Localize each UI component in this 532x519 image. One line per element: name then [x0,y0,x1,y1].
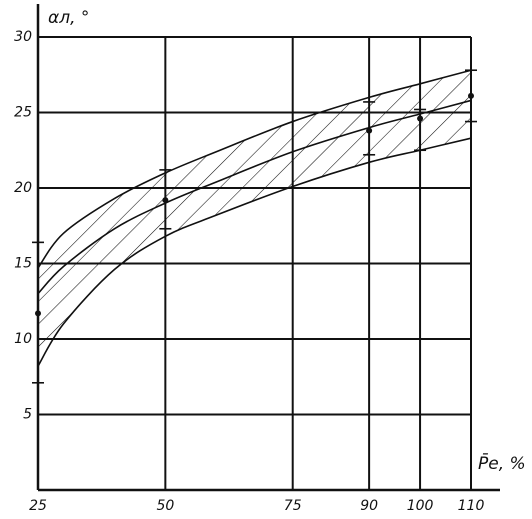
x-tick-label: 100 [407,498,434,514]
data-point [35,310,41,317]
x-tick-label: 90 [360,498,378,514]
data-point [162,197,169,204]
y-axis-label: αл, ° [48,8,89,28]
data-point [366,127,373,134]
y-tick-label: 5 [23,407,32,423]
x-axis-label: P̄e, % [478,452,526,474]
x-tick-label: 25 [29,498,47,514]
curve [37,99,472,295]
y-tick-label: 10 [14,331,32,347]
curve [37,69,472,269]
data-point [468,92,474,99]
y-tick-label: 30 [14,29,32,45]
x-tick-label: 50 [156,498,174,514]
x-tick-label: 110 [458,498,485,514]
curve [37,137,472,367]
x-tick-label: 75 [284,498,302,514]
y-tick-label: 25 [14,105,32,121]
hatched-band [38,70,471,367]
y-tick-label: 20 [14,180,32,196]
data-point [417,115,424,122]
y-tick-label: 15 [14,256,32,272]
